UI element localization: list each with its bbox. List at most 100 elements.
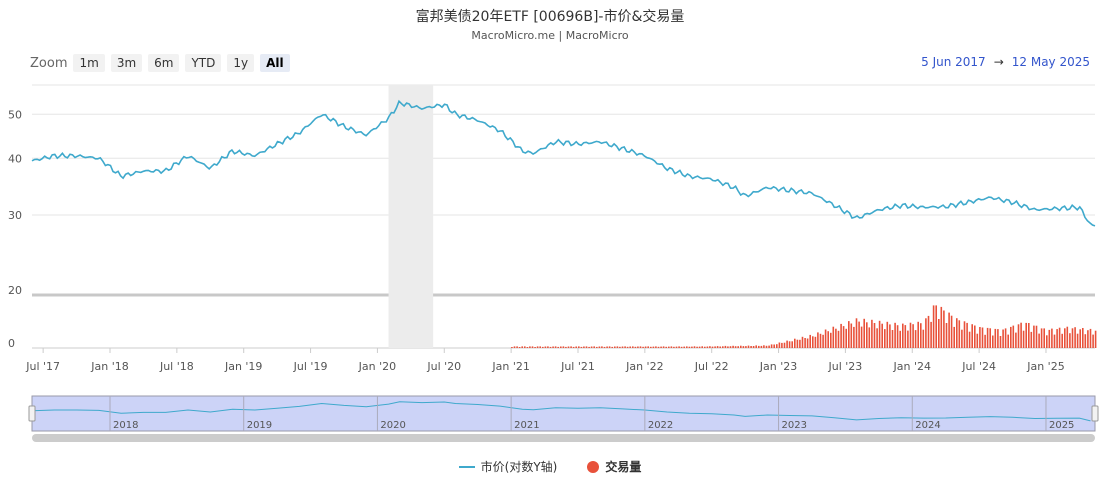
volume-bar <box>920 323 922 348</box>
volume-bar <box>981 327 984 348</box>
legend-item-price[interactable]: 市价(对数Y轴) <box>458 458 558 475</box>
volume-bar <box>917 321 919 348</box>
volume-bar <box>866 322 868 348</box>
volume-bar <box>860 326 863 348</box>
x-tick-label: Jan '19 <box>224 360 262 373</box>
volume-bar <box>734 346 737 348</box>
volume-bar <box>812 336 814 348</box>
volume-bar <box>1056 329 1058 348</box>
x-tick-label: Jul '21 <box>560 360 595 373</box>
x-tick-label: Jan '20 <box>358 360 396 373</box>
volume-bar <box>554 346 557 348</box>
x-tick-label: Jul '19 <box>293 360 328 373</box>
volume-bar <box>1089 328 1092 348</box>
volume-bar <box>961 329 963 348</box>
zoom-1y-button[interactable]: 1y <box>227 54 255 72</box>
zoom-6m-button[interactable]: 6m <box>148 54 180 72</box>
volume-bar <box>783 342 786 348</box>
volume-bar <box>637 346 639 348</box>
volume-bar <box>873 323 876 348</box>
volume-bar <box>521 346 523 348</box>
volume-bar <box>768 345 770 348</box>
volume-bar <box>891 330 894 348</box>
volume-bar <box>855 318 858 348</box>
x-tick-label: Jul '24 <box>961 360 996 373</box>
zoom-all-button[interactable]: All <box>260 54 290 72</box>
y-tick-label: 30 <box>8 209 22 222</box>
zoom-3m-button[interactable]: 3m <box>110 54 143 72</box>
volume-bar <box>845 328 847 348</box>
volume-bar <box>752 346 755 348</box>
legend-item-volume[interactable]: 交易量 <box>587 458 641 475</box>
zoom-ytd-button[interactable]: YTD <box>185 54 222 72</box>
x-tick-label: Jul '23 <box>828 360 863 373</box>
zoom-1m-button[interactable]: 1m <box>73 54 105 72</box>
volume-bar <box>590 346 593 348</box>
volume-bar <box>680 346 683 348</box>
volume-bar <box>593 346 595 348</box>
y-tick-label: 0 <box>8 337 15 350</box>
volume-bar <box>1010 326 1012 348</box>
volume-bar <box>714 346 716 348</box>
legend-price-label: 市价(对数Y轴) <box>480 460 558 474</box>
volume-bar <box>1012 325 1015 348</box>
volume-bar <box>598 346 601 348</box>
volume-bar <box>1094 330 1097 348</box>
x-axis-ticks: Jul '17 Jan '18 Jul '18 Jan '19 Jul '19 Jan '… <box>25 348 1065 373</box>
navigator-line <box>31 401 1091 422</box>
volume-bar <box>1025 322 1027 348</box>
volume-bar <box>673 346 675 348</box>
volume-bar <box>853 326 855 348</box>
volume-bar <box>871 319 873 348</box>
range-from[interactable]: 5 Jun 2017 <box>921 55 986 69</box>
volume-bar <box>963 321 966 348</box>
navigator-year-label: 2024 <box>915 420 940 431</box>
volume-bar <box>729 346 732 348</box>
volume-bar <box>1017 324 1020 348</box>
volume-bar <box>652 346 655 348</box>
volume-bar <box>531 346 534 348</box>
volume-bar <box>904 325 907 348</box>
volume-bar <box>801 336 804 348</box>
volume-bar <box>986 327 989 348</box>
volume-bar <box>909 322 912 348</box>
x-tick-label: Jul '20 <box>426 360 461 373</box>
volume-bar <box>848 321 850 348</box>
navigator[interactable]: 2018 2019 2020 2021 2022 2023 2024 2025 <box>28 395 1099 442</box>
volume-bar <box>1053 334 1056 348</box>
volume-bar <box>570 346 572 348</box>
volume-bar <box>732 345 734 348</box>
x-tick-label: Jan '18 <box>90 360 128 373</box>
volume-bar <box>706 346 709 348</box>
volume-bar <box>524 346 526 348</box>
volume-bar <box>902 323 904 348</box>
volume-bar <box>1015 332 1017 348</box>
volume-bar <box>529 346 531 348</box>
volume-bar <box>770 344 773 348</box>
volume-bar <box>837 330 840 348</box>
y-axis-ticks: 50 40 30 20 0 <box>8 108 22 350</box>
volume-bar <box>974 325 976 348</box>
range-to[interactable]: 12 May 2025 <box>1011 55 1090 69</box>
line-icon <box>458 465 475 468</box>
volume-bar <box>511 347 513 348</box>
volume-bar <box>549 346 552 348</box>
price-line <box>31 99 1096 227</box>
x-tick-label: Jan '25 <box>1026 360 1064 373</box>
volume-bar <box>830 332 832 348</box>
volume-bar <box>950 315 953 348</box>
volume-bar <box>619 346 621 348</box>
volume-bar <box>1030 331 1033 348</box>
x-tick-label: Jul '22 <box>694 360 729 373</box>
volume-bar <box>907 330 909 348</box>
volume-bar <box>698 346 701 348</box>
volume-bar <box>850 323 853 348</box>
volume-bar <box>966 322 968 348</box>
volume-bar <box>557 346 559 348</box>
volume-bar <box>709 346 711 348</box>
volume-bar <box>542 346 544 348</box>
volume-bar <box>634 346 637 348</box>
y-tick-label: 20 <box>8 284 22 297</box>
volume-bar <box>773 344 775 348</box>
volume-bar <box>1082 328 1084 348</box>
